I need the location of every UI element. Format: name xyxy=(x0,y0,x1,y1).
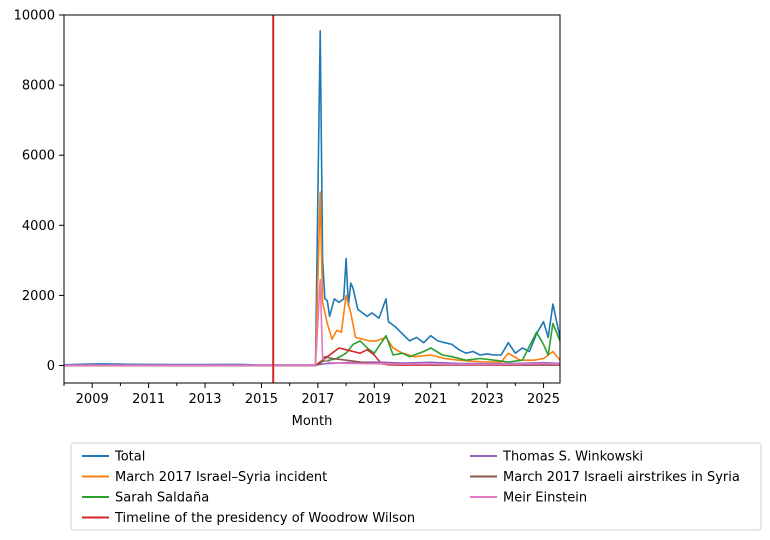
legend: Total March 2017 Israel–Syria incident Sar… xyxy=(70,442,762,531)
y-tick-label: 0 xyxy=(47,359,55,374)
x-tick-label: 2019 xyxy=(358,392,391,407)
x-tick-label: 2015 xyxy=(245,392,278,407)
x-tick-label: 2017 xyxy=(301,392,334,407)
y-tick-label: 8000 xyxy=(22,79,55,94)
legend-frame xyxy=(70,442,762,531)
x-tick-label: 2011 xyxy=(132,392,165,407)
series-line-meir-einstein xyxy=(64,278,561,367)
plot-frame xyxy=(63,14,561,384)
legend-label-march-2017-israel-syria-incident: March 2017 Israel–Syria incident xyxy=(115,470,327,485)
legend-label-sarah-salda-a: Sarah Saldaña xyxy=(115,491,209,506)
legend-label-meir-einstein: Meir Einstein xyxy=(503,491,587,506)
x-axis-label: Month xyxy=(292,414,333,429)
x-tick-label: 2021 xyxy=(414,392,447,407)
series-layer xyxy=(63,30,561,367)
legend-label-total: Total xyxy=(114,450,145,465)
y-tick-label: 2000 xyxy=(22,289,55,304)
y-tick-label: 6000 xyxy=(22,149,55,164)
x-tick-label: 2013 xyxy=(188,392,221,407)
x-axis: 2009 2011 2013 2015 2017 2019 2021 2023 2025 xyxy=(63,383,560,407)
series-line-total xyxy=(63,30,561,366)
legend-label-timeline-of-the-presidency-of-woodrow-wilson: Timeline of the presidency of Woodrow Wi… xyxy=(114,511,415,526)
x-tick-label: 2009 xyxy=(76,392,109,407)
series-line-march-2017-israel-syria-incident xyxy=(64,191,561,367)
y-tick-label: 4000 xyxy=(22,219,55,234)
legend-label-march-2017-israeli-airstrikes-in-syria: March 2017 Israeli airstrikes in Syria xyxy=(503,470,740,485)
x-tick-label: 2025 xyxy=(527,392,560,407)
y-tick-label: 10000 xyxy=(14,9,55,24)
series-line-sarah-salda-a xyxy=(64,322,561,367)
x-tick-label: 2023 xyxy=(471,392,504,407)
y-axis: 0 2000 4000 6000 8000 10000 xyxy=(14,9,64,374)
legend-label-thomas-s-winkowski: Thomas S. Winkowski xyxy=(502,450,643,465)
